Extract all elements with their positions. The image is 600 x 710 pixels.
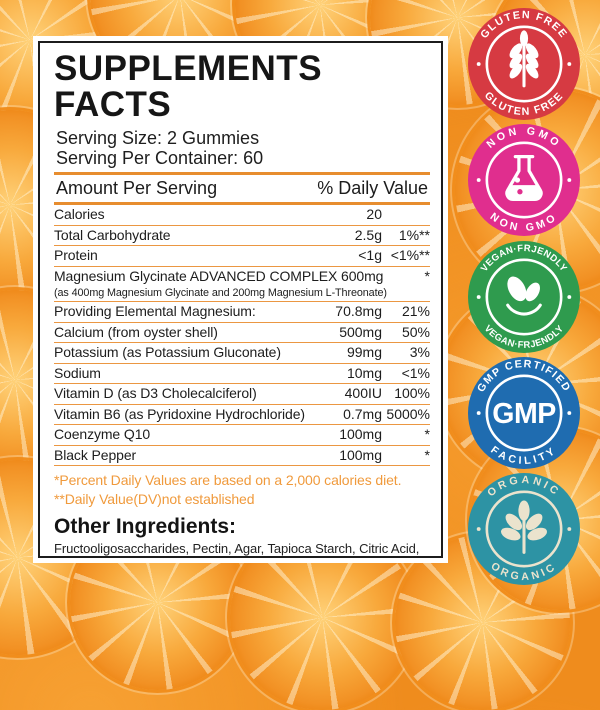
panel-border: SUPPLEMENTS FACTS Serving Size: 2 Gummie…	[38, 41, 443, 558]
table-row-elemental-magnesium: Providing Elemental Magnesium: 70.8mg 21…	[54, 302, 430, 323]
dot-left	[476, 411, 481, 415]
footnote-dv-not-established: **Daily Value(DV)not established	[54, 491, 255, 507]
column-daily-value: % Daily Value	[317, 178, 428, 198]
badge-gmp-certified: GMP CERTIFIED FACILITY GMP	[468, 357, 580, 469]
dot-right	[567, 411, 572, 415]
table-row-vitamin-b6: Vitamin B6 (as Pyridoxine Hydrochloride)…	[54, 405, 430, 425]
footnotes: *Percent Daily Values are based on a 2,0…	[54, 471, 430, 509]
badge-ring	[485, 374, 563, 452]
dot-left	[476, 527, 481, 531]
badge-ring	[485, 25, 563, 103]
gmp-center-text: GMP	[492, 398, 556, 430]
badge-gluten-free: GLUTEN FREE GLUTEN FREE	[468, 8, 580, 120]
wheat-icon	[509, 30, 539, 88]
table-header: Amount Per Serving % Daily Value	[54, 175, 430, 200]
dot-right	[567, 178, 572, 182]
dot-left	[476, 295, 481, 299]
divider	[54, 172, 430, 175]
badge-column: GLUTEN FREE GLUTEN FREE NON GMO	[468, 0, 580, 600]
badge-ring	[485, 490, 563, 568]
badge-organic: ORGANIC ORGANIC	[468, 473, 580, 585]
table-row-potassium: Potassium (as Potassium Gluconate) 99mg …	[54, 343, 430, 364]
serving-size: Serving Size: 2 Gummies	[56, 128, 260, 148]
badge-non-gmo: NON GMO NON GMO	[468, 124, 580, 236]
badge-background	[468, 357, 580, 469]
table-row-sodium: Sodium 10mg <1%	[54, 364, 430, 384]
dot-left	[476, 62, 481, 66]
table-row-calcium: Calcium (from oyster shell) 500mg 50%	[54, 323, 430, 343]
table-row-calories: Calories 20	[54, 205, 430, 226]
column-amount-per-serving: Amount Per Serving	[56, 178, 218, 198]
other-ingredients-text: Fructooligosaccharides, Pectin, Agar, Ta…	[54, 541, 420, 556]
serving-per-container: Serving Per Container: 60	[56, 148, 264, 168]
table-row-coenzyme-q10: Coenzyme Q10 100mg *	[54, 425, 430, 446]
dot-right	[567, 295, 572, 299]
dot-left	[476, 178, 481, 182]
panel-title: SUPPLEMENTS FACTS	[54, 49, 323, 124]
leaves-icon	[506, 276, 542, 316]
table-row-vitamin-d: Vitamin D (as D3 Cholecalciferol) 400IU …	[54, 384, 430, 405]
serving-info: Serving Size: 2 Gummies Serving Per Cont…	[54, 128, 430, 168]
other-ingredients-heading: Other Ingredients:	[54, 515, 237, 538]
dot-right	[567, 62, 572, 66]
table-row-total-carbohydrate: Total Carbohydrate 2.5g 1%**	[54, 226, 430, 246]
badge-background	[468, 124, 580, 236]
table-row-black-pepper: Black Pepper 100mg *	[54, 446, 430, 466]
plant-icon	[501, 500, 547, 554]
dot-right	[567, 527, 572, 531]
magnesium-complex-subtext: (as 400mg Magnesium Glycinate and 200mg …	[54, 286, 387, 299]
flask-icon	[505, 154, 543, 201]
table-row-magnesium-complex: Magnesium Glycinate ADVANCED COMPLEX 600…	[54, 267, 430, 302]
supplement-facts-panel: SUPPLEMENTS FACTS Serving Size: 2 Gummie…	[33, 36, 448, 563]
badge-ring	[485, 258, 563, 336]
table-row-protein: Protein <1g <1%**	[54, 246, 430, 267]
footnote-daily-values: *Percent Daily Values are based on a 2,0…	[54, 472, 402, 488]
badge-vegan-friendly: VEGAN·FRJENDLY VEGAN·FRJENDLY	[468, 241, 580, 353]
badge-ring	[485, 141, 563, 219]
divider	[54, 202, 430, 205]
